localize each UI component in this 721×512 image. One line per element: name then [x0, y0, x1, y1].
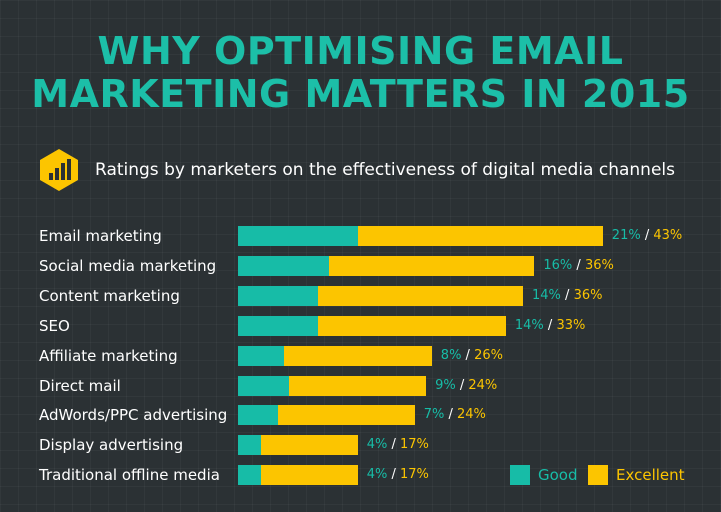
bar-good [238, 465, 261, 485]
data-label-good: 14% [514, 318, 544, 333]
data-label-separator: / [387, 437, 400, 452]
data-label-excellent: 17% [399, 467, 429, 482]
category-label: Affiliate marketing [39, 347, 178, 365]
data-label-separator: / [461, 348, 475, 363]
data-label: 4% / 17% [367, 465, 429, 485]
bar-excellent [260, 465, 358, 485]
data-label: 21% / 43% [612, 226, 682, 246]
category-label: Content marketing [39, 287, 180, 305]
category-label: Social media marketing [39, 257, 217, 275]
bar-good [238, 256, 330, 276]
bar-excellent [357, 226, 603, 246]
data-label: 9% / 24% [435, 376, 497, 396]
bar-chart-hexagon-icon [40, 149, 78, 191]
data-label-good: 4% [366, 437, 388, 452]
bar-good [238, 405, 278, 425]
data-label: 4% / 17% [367, 435, 429, 455]
category-label: Display advertising [39, 436, 184, 454]
data-label-excellent: 24% [456, 407, 486, 422]
data-label-separator: / [572, 258, 585, 273]
legend-label-excellent: Excellent [616, 466, 685, 484]
data-label-separator: / [387, 467, 400, 482]
bar-excellent [277, 405, 415, 425]
data-label-separator: / [455, 378, 469, 393]
data-label-good: 14% [532, 288, 561, 303]
data-label: 14% / 36% [532, 286, 602, 306]
bar-excellent [317, 286, 523, 306]
data-label-good: 21% [611, 228, 641, 243]
title-line-2: MARKETING MATTERS IN 2015 [31, 72, 690, 116]
data-label: 16% / 36% [543, 256, 613, 276]
chart-subtitle: Ratings by marketers on the effectivenes… [95, 160, 675, 180]
category-label: Email marketing [39, 227, 162, 245]
data-label-separator: / [543, 318, 557, 333]
title-line-1: WHY OPTIMISING EMAIL [97, 29, 624, 73]
data-label: 8% / 26% [441, 346, 503, 366]
bar-excellent [329, 256, 535, 276]
legend-swatch-good [510, 465, 530, 485]
data-label-good: 16% [543, 258, 573, 273]
data-label-separator: / [640, 228, 654, 243]
category-label: AdWords/PPC advertising [39, 406, 228, 424]
bar-good [238, 316, 318, 336]
category-label: Direct mail [39, 377, 121, 395]
data-label-separator: / [560, 288, 574, 303]
legend-swatch-excellent [588, 465, 608, 485]
category-label: Traditional offline media [39, 466, 220, 484]
data-label: 7% / 24% [424, 405, 486, 425]
bar-good [238, 435, 261, 455]
legend-label-good: Good [538, 466, 578, 484]
data-label-excellent: 43% [653, 228, 683, 243]
bar-good [238, 286, 318, 306]
data-label-excellent: 26% [474, 348, 503, 363]
bar-good [238, 226, 358, 246]
data-label-excellent: 24% [468, 378, 498, 393]
data-label-excellent: 33% [556, 318, 586, 333]
data-label-good: 7% [423, 407, 445, 422]
bar-excellent [317, 316, 506, 336]
bar-excellent [283, 346, 432, 366]
bar-excellent [260, 435, 358, 455]
bar-good [238, 376, 290, 396]
data-label-good: 8% [440, 348, 462, 363]
data-label-good: 4% [366, 467, 388, 482]
data-label-separator: / [444, 407, 457, 422]
data-label-good: 9% [435, 378, 456, 393]
data-label-excellent: 36% [573, 288, 603, 303]
page-title: WHY OPTIMISING EMAIL MARKETING MATTERS I… [0, 30, 721, 116]
data-label: 14% / 33% [515, 316, 585, 336]
bar-excellent [289, 376, 427, 396]
category-label: SEO [39, 317, 70, 335]
data-label-excellent: 17% [399, 437, 429, 452]
bar-good [238, 346, 284, 366]
data-label-excellent: 36% [584, 258, 614, 273]
